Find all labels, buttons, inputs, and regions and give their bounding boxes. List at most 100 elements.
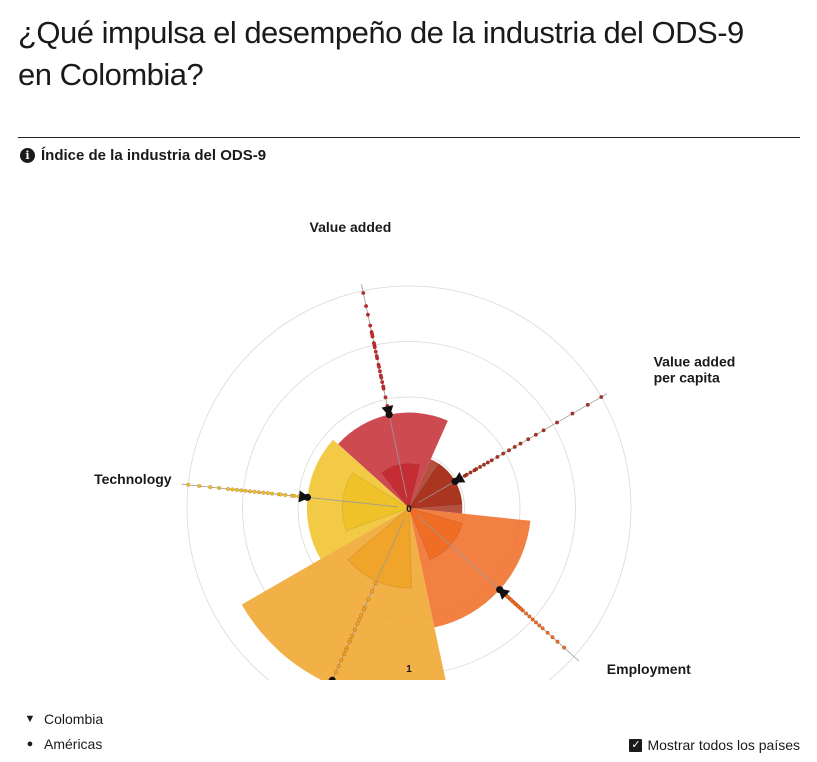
country-dot[interactable] — [343, 648, 348, 653]
country-dot[interactable] — [374, 353, 379, 358]
country-dot[interactable] — [482, 462, 487, 467]
country-dot[interactable] — [252, 489, 257, 494]
country-dot[interactable] — [333, 670, 338, 675]
bar-americas[interactable] — [338, 412, 448, 508]
checkbox-checked-icon[interactable]: ✓ — [629, 738, 643, 752]
info-icon[interactable]: i — [20, 148, 35, 163]
country-dot[interactable] — [230, 487, 235, 492]
country-dot[interactable] — [507, 448, 512, 453]
country-dot[interactable] — [550, 635, 555, 640]
country-dot[interactable] — [373, 581, 378, 586]
colombia-marker[interactable] — [450, 472, 466, 488]
colombia-marker[interactable] — [381, 405, 396, 418]
country-dot[interactable] — [509, 598, 514, 603]
country-dot[interactable] — [534, 620, 539, 625]
bars-layer — [241, 412, 531, 680]
category-label: Employment — [607, 661, 691, 677]
country-dot[interactable] — [501, 451, 506, 456]
country-dot[interactable] — [562, 645, 567, 650]
country-dot[interactable] — [373, 349, 378, 354]
country-dot[interactable] — [515, 604, 520, 609]
country-dot[interactable] — [599, 394, 604, 399]
country-dot[interactable] — [545, 630, 550, 635]
category-label-line: Value added — [310, 219, 392, 235]
page-title: ¿Qué impulsa el desempeño de la industri… — [18, 15, 744, 92]
country-dot[interactable] — [526, 437, 531, 442]
country-dot[interactable] — [533, 432, 538, 437]
country-dot[interactable] — [361, 607, 366, 612]
country-dot[interactable] — [366, 597, 371, 602]
country-dot[interactable] — [256, 490, 261, 495]
country-dot[interactable] — [518, 441, 523, 446]
country-dot[interactable] — [361, 290, 366, 295]
country-dot[interactable] — [506, 595, 511, 600]
legend-americas: ● Américas — [24, 736, 103, 752]
country-dot[interactable] — [265, 491, 270, 496]
country-dot[interactable] — [370, 332, 375, 337]
country-dot[interactable] — [355, 621, 360, 626]
americas-marker[interactable] — [328, 676, 336, 680]
country-dot[interactable] — [348, 637, 353, 642]
country-dot[interactable] — [292, 493, 297, 498]
country-dot[interactable] — [234, 487, 239, 492]
country-dot[interactable] — [379, 375, 384, 380]
country-dot[interactable] — [197, 484, 202, 489]
country-dot[interactable] — [512, 601, 517, 606]
country-dot[interactable] — [342, 652, 347, 657]
country-dot[interactable] — [555, 420, 560, 425]
country-dot[interactable] — [364, 304, 369, 309]
spoke-line — [418, 393, 608, 503]
country-dot[interactable] — [540, 626, 545, 631]
country-dot[interactable] — [468, 470, 473, 475]
country-dot[interactable] — [377, 369, 382, 374]
country-dot[interactable] — [370, 589, 375, 594]
colombia-marker[interactable] — [298, 490, 311, 503]
country-dot[interactable] — [383, 395, 388, 400]
country-dot[interactable] — [283, 493, 288, 498]
country-dot[interactable] — [495, 454, 500, 459]
country-dot[interactable] — [541, 428, 546, 433]
country-dot[interactable] — [380, 380, 385, 385]
country-dot[interactable] — [336, 664, 341, 669]
country-dot[interactable] — [270, 491, 275, 496]
country-dot[interactable] — [377, 364, 382, 369]
country-dot[interactable] — [239, 488, 244, 493]
grid-circle — [186, 285, 632, 680]
country-dot[interactable] — [339, 658, 344, 663]
country-dot[interactable] — [368, 323, 373, 328]
title-divider — [18, 137, 800, 138]
show-all-countries-toggle[interactable]: ✓ Mostrar todos los países — [629, 737, 800, 753]
country-dot[interactable] — [485, 460, 490, 465]
country-dot[interactable] — [357, 617, 362, 622]
country-dot[interactable] — [489, 458, 494, 463]
country-dot[interactable] — [350, 633, 355, 638]
country-dot[interactable] — [464, 472, 469, 477]
country-dot[interactable] — [381, 386, 386, 391]
country-dot[interactable] — [512, 444, 517, 449]
country-dot[interactable] — [372, 343, 377, 348]
country-dot[interactable] — [261, 490, 266, 495]
country-dot[interactable] — [519, 607, 524, 612]
colombia-marker[interactable] — [494, 584, 511, 600]
country-dot[interactable] — [225, 487, 230, 492]
country-dot[interactable] — [527, 614, 532, 619]
country-dot[interactable] — [365, 312, 370, 317]
country-dot[interactable] — [186, 482, 191, 487]
country-dot[interactable] — [352, 627, 357, 632]
country-dot[interactable] — [359, 613, 364, 618]
country-dot[interactable] — [208, 485, 213, 490]
country-dot[interactable] — [585, 402, 590, 407]
country-dot[interactable] — [474, 467, 479, 472]
country-dot[interactable] — [555, 639, 560, 644]
country-dot[interactable] — [570, 411, 575, 416]
country-dot[interactable] — [478, 464, 483, 469]
country-dot[interactable] — [247, 489, 252, 494]
country-dot[interactable] — [278, 492, 283, 497]
country-dot[interactable] — [217, 486, 222, 491]
country-dot[interactable] — [524, 611, 529, 616]
country-dot[interactable] — [537, 623, 542, 628]
country-dot[interactable] — [530, 617, 535, 622]
country-dot[interactable] — [243, 488, 248, 493]
tick-label-outer: 1 — [406, 664, 412, 675]
